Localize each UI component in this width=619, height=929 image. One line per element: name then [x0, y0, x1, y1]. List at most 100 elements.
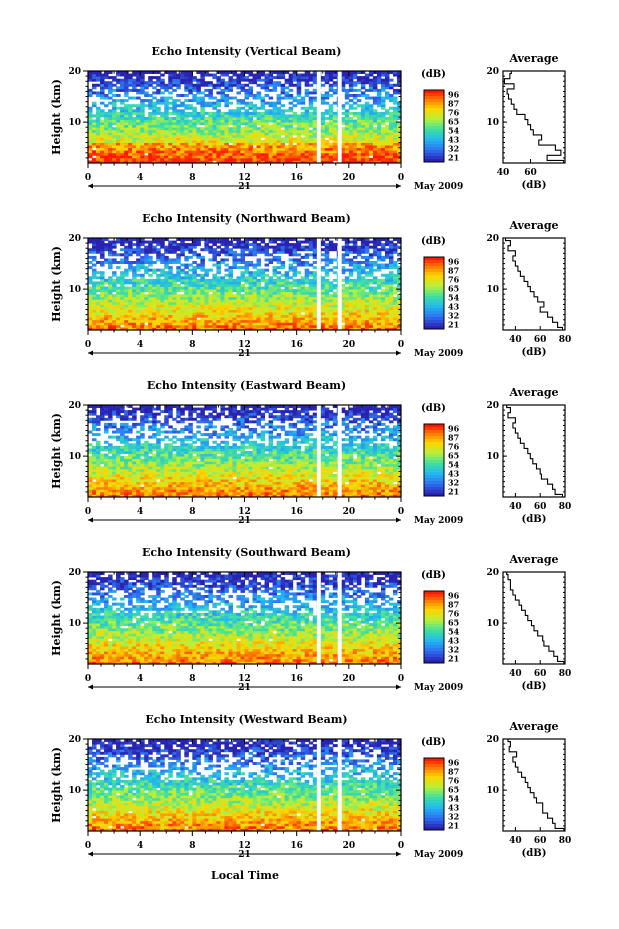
- heatmap-cell: [216, 304, 221, 308]
- heatmap-cell: [184, 142, 189, 146]
- heatmap-cell: [340, 291, 346, 295]
- heatmap-cell: [392, 142, 398, 146]
- heatmap-cell: [196, 273, 201, 277]
- heatmap-cell: [104, 314, 109, 318]
- heatmap-cell: [388, 78, 394, 82]
- heatmap-cell: [344, 94, 350, 97]
- heatmap-cell: [116, 94, 121, 97]
- heatmap-cell: [276, 145, 282, 149]
- heatmap-cell: [120, 281, 125, 285]
- heatmap-cell: [264, 245, 270, 249]
- heatmap-cell: [136, 81, 141, 85]
- heatmap-cell: [132, 129, 137, 133]
- heatmap-cell: [372, 309, 378, 313]
- heatmap-cell: [172, 309, 177, 313]
- heatmap-cell: [212, 132, 217, 136]
- heatmap-cell: [108, 111, 113, 115]
- heatmap-cell: [296, 99, 302, 103]
- heatmap-cell: [220, 147, 225, 151]
- heatmap-cell: [140, 117, 145, 120]
- heatmap-cell: [216, 81, 221, 85]
- heatmap-cell: [296, 324, 302, 328]
- heatmap-cell: [116, 132, 121, 136]
- heatmap-cell: [396, 294, 402, 298]
- heatmap-cell: [384, 160, 390, 164]
- heatmap-cell: [244, 88, 250, 92]
- heatmap-cell: [376, 101, 382, 105]
- heatmap-cell: [372, 294, 378, 298]
- heatmap-cell: [292, 322, 298, 326]
- heatmap-cell: [128, 160, 133, 164]
- heatmap-cell: [140, 157, 145, 161]
- heatmap-cell: [212, 243, 217, 247]
- x-tick-label: 4: [137, 340, 143, 350]
- heatmap-cell: [152, 152, 157, 156]
- heatmap-cell: [188, 78, 193, 82]
- heatmap-cell: [340, 142, 346, 146]
- heatmap-cell: [108, 299, 113, 303]
- heatmap-cell: [356, 309, 362, 313]
- heatmap-cell: [224, 73, 229, 77]
- heatmap-cell: [204, 271, 209, 275]
- heatmap-cell: [284, 114, 290, 118]
- heatmap-cell: [320, 140, 326, 143]
- heatmap-cell: [384, 83, 390, 87]
- heatmap-cell: [296, 258, 302, 262]
- heatmap-cell: [372, 245, 378, 249]
- heatmap-cell: [264, 111, 270, 115]
- heatmap-cell: [92, 273, 97, 277]
- heatmap-cell: [220, 281, 225, 285]
- heatmap-cell: [280, 122, 286, 126]
- heatmap-cell: [260, 312, 266, 316]
- heatmap-cell: [340, 317, 346, 321]
- heatmap-cell: [380, 101, 386, 105]
- heatmap-cell: [200, 104, 205, 108]
- heatmap-cell: [96, 319, 101, 323]
- heatmap-cell: [252, 273, 258, 277]
- heatmap-cell: [276, 309, 282, 313]
- heatmap-cell: [208, 134, 213, 138]
- heatmap-cell: [208, 307, 213, 310]
- heatmap-cell: [176, 296, 181, 300]
- heatmap-cell: [304, 327, 310, 331]
- heatmap-cell: [324, 73, 330, 77]
- heatmap-cell: [172, 155, 177, 159]
- heatmap-cell: [388, 129, 394, 133]
- heatmap-cell: [148, 81, 153, 85]
- heatmap-cell: [204, 122, 209, 126]
- heatmap-cell: [148, 101, 153, 105]
- heatmap-cell: [232, 142, 237, 146]
- heatmap-cell: [348, 301, 354, 305]
- heatmap-cell: [132, 278, 137, 282]
- heatmap-cell: [208, 124, 213, 128]
- heatmap-cell: [176, 253, 181, 257]
- heatmap-cell: [372, 78, 378, 82]
- heatmap-cell: [196, 122, 201, 126]
- heatmap-cell: [160, 137, 165, 141]
- heatmap-cell: [232, 147, 237, 151]
- heatmap-cell: [112, 101, 117, 105]
- heatmap-cell: [340, 296, 346, 300]
- heatmap-cell: [164, 127, 169, 131]
- heatmap-cell: [300, 160, 306, 164]
- heatmap-cell: [96, 243, 101, 247]
- x-tick-label: 8: [189, 173, 195, 183]
- heatmap-cell: [92, 307, 97, 310]
- heatmap-cell: [320, 147, 326, 151]
- heatmap-cell: [248, 140, 254, 143]
- heatmap-cell: [368, 106, 374, 110]
- heatmap-cell: [296, 286, 302, 290]
- heatmap-cell: [308, 312, 314, 316]
- heatmap-cell: [188, 248, 193, 252]
- heatmap-cell: [240, 240, 245, 244]
- heatmap-cell: [228, 147, 233, 151]
- heatmap-cell: [232, 137, 237, 141]
- heatmap-cell: [256, 145, 262, 149]
- heatmap-cell: [120, 157, 125, 161]
- heatmap-cell: [392, 71, 398, 74]
- heatmap-cell: [148, 157, 153, 161]
- heatmap-cell: [108, 253, 113, 257]
- heatmap-cell: [204, 71, 209, 74]
- heatmap-cell: [292, 111, 298, 115]
- heatmap-cell: [224, 327, 229, 331]
